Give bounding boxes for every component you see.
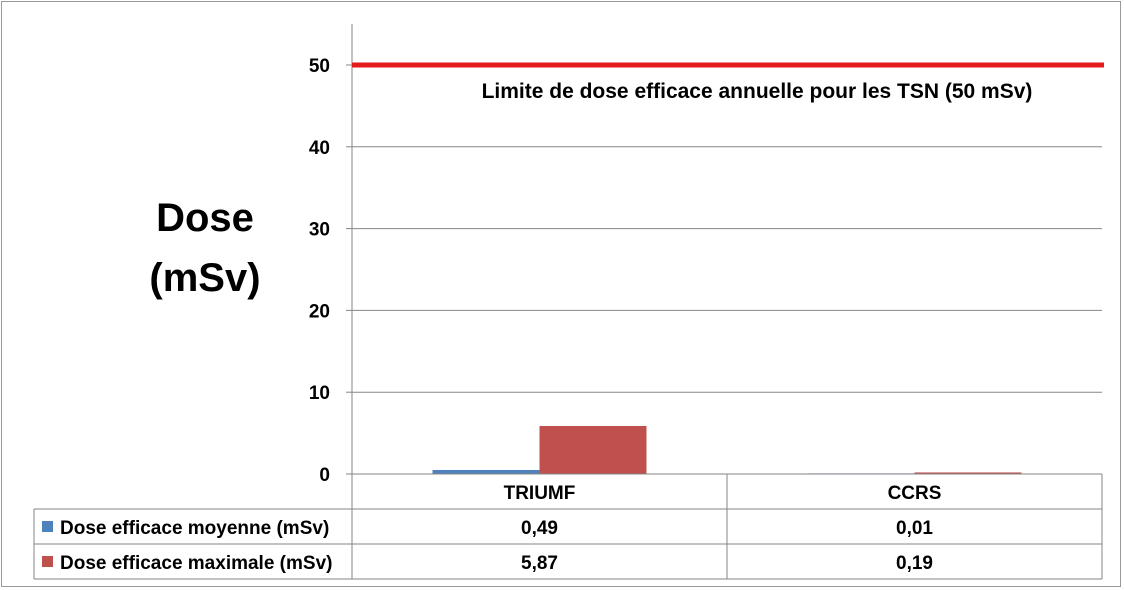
bar-maximale-ccrs [914, 472, 1022, 474]
reference-line-label: Limite de dose efficace annuelle pour le… [482, 80, 1033, 103]
table-value: 0,01 [896, 518, 933, 539]
category-label-ccrs: CCRS [888, 483, 942, 504]
category-label-triumf: TRIUMF [504, 483, 576, 504]
legend-key-maximale [42, 556, 53, 567]
legend-key-moyenne [42, 521, 53, 532]
y-axis-label-line1: Dose [156, 196, 254, 240]
y-tick-label: 30 [309, 220, 330, 241]
y-tick-label: 40 [309, 138, 330, 159]
y-tick-label: 0 [319, 465, 330, 486]
y-axis-label: Dose (mSv) [120, 188, 290, 308]
bar-moyenne-triumf [432, 469, 540, 474]
table-value: 0,49 [521, 518, 558, 539]
y-tick-label: 10 [309, 383, 330, 404]
table-value: 5,87 [521, 553, 558, 574]
bar-maximale-triumf [539, 425, 647, 474]
legend-label-moyenne: Dose efficace moyenne (mSv) [60, 518, 329, 539]
table-value: 0,19 [896, 553, 933, 574]
y-axis-label-line2: (mSv) [149, 256, 261, 300]
legend-label-maximale: Dose efficace maximale (mSv) [60, 553, 332, 574]
y-tick-label: 20 [309, 301, 330, 322]
y-tick-label: 50 [309, 56, 330, 77]
